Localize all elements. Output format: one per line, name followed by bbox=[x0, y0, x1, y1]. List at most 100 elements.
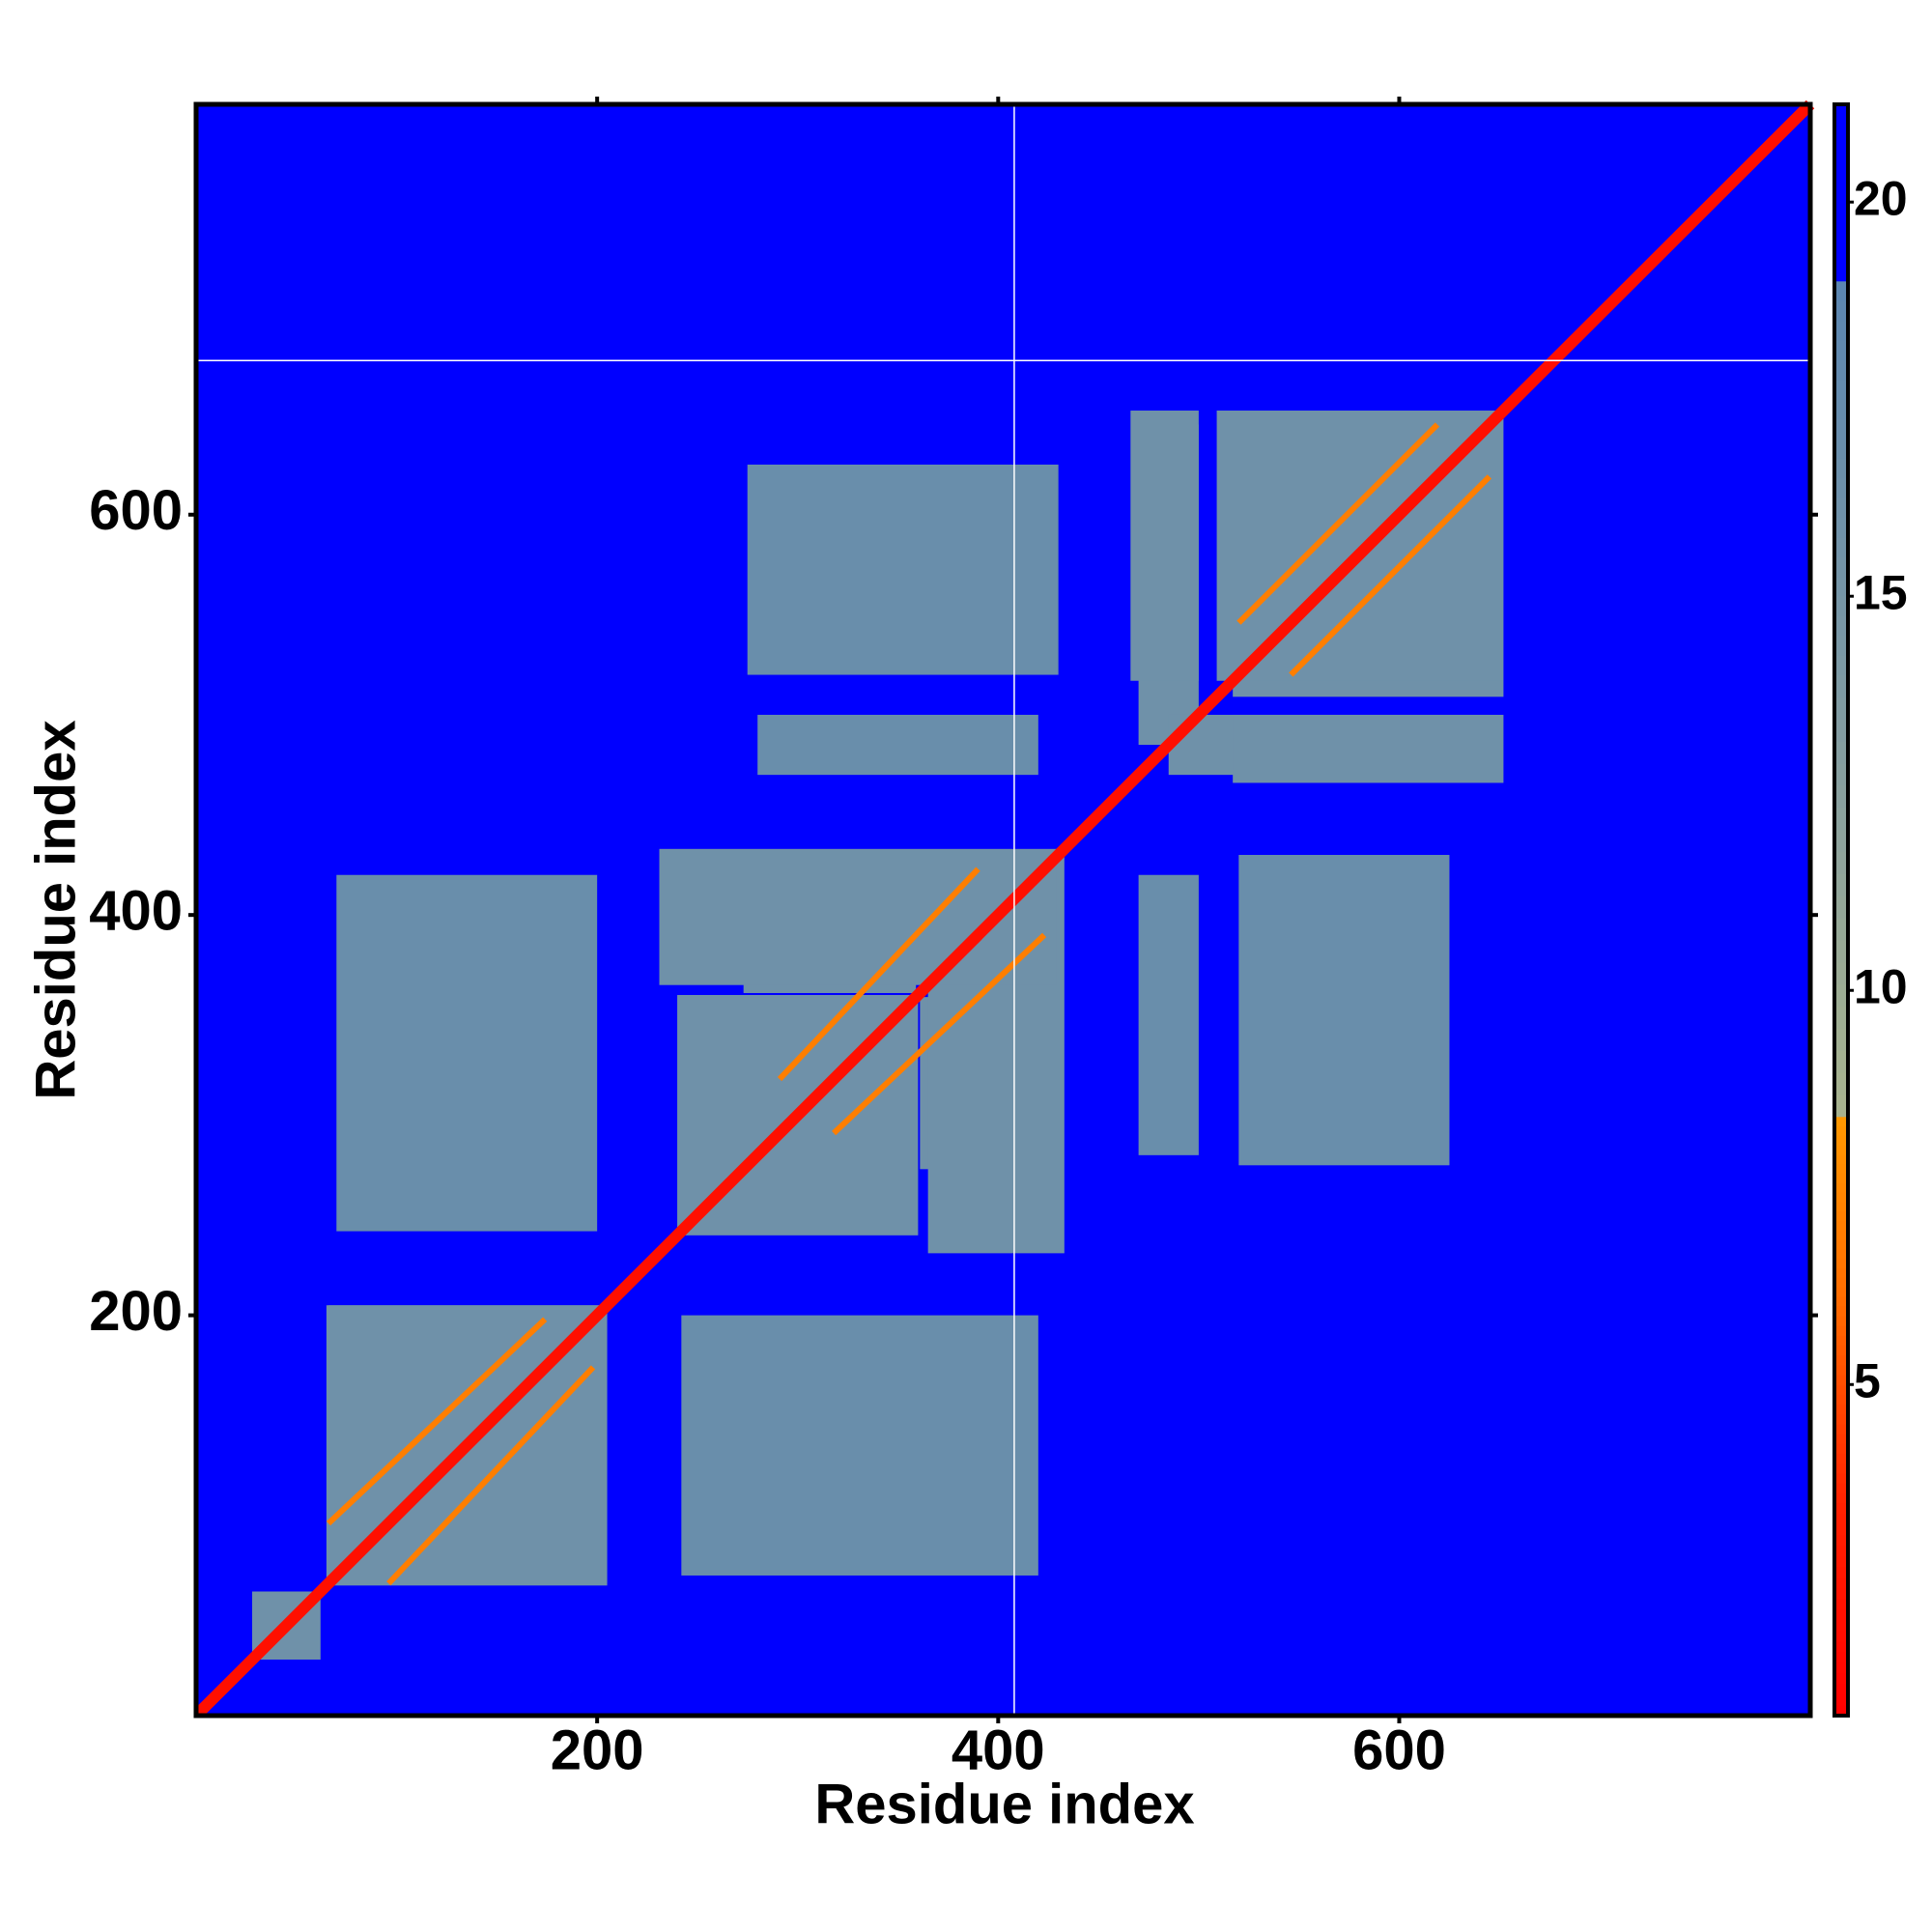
colorbar-segment bbox=[1834, 1577, 1848, 1589]
colorbar-segment bbox=[1834, 1135, 1848, 1146]
colorbar-segment bbox=[1834, 280, 1848, 301]
colorbar-segment bbox=[1834, 895, 1848, 919]
x-axis-title: Residue index bbox=[814, 1773, 1194, 1835]
strand bbox=[832, 932, 1047, 1136]
colorbar-segment bbox=[1834, 719, 1848, 742]
colorbar-segment bbox=[1834, 1125, 1848, 1136]
y-tick-label: 600 bbox=[89, 479, 183, 542]
colorbar-segment bbox=[1834, 1672, 1848, 1685]
colorbar-segment bbox=[1834, 1473, 1848, 1484]
colorbar-segment bbox=[1834, 359, 1848, 381]
colorbar-segment bbox=[1834, 1239, 1848, 1250]
colorbar-segment bbox=[1834, 696, 1848, 721]
colorbar-tick-label: 5 bbox=[1854, 1353, 1881, 1407]
colorbar-segment bbox=[1834, 218, 1848, 229]
colorbar-segment bbox=[1834, 1354, 1848, 1366]
colorbar-segment bbox=[1834, 596, 1848, 617]
colorbar-segment bbox=[1834, 1267, 1848, 1278]
colorbar-segment bbox=[1834, 851, 1848, 874]
strand bbox=[777, 867, 980, 1082]
colorbar-segment bbox=[1834, 1050, 1848, 1073]
y-tick-label: 400 bbox=[89, 880, 183, 943]
colorbar-segment bbox=[1834, 1566, 1848, 1578]
colorbar-tick-label: 10 bbox=[1854, 959, 1908, 1013]
heatmap-cell bbox=[757, 714, 1038, 776]
colorbar-frame bbox=[1833, 102, 1850, 1718]
colorbar-segment bbox=[1834, 1404, 1848, 1415]
colorbar-segment bbox=[1834, 1453, 1848, 1464]
colorbar-segment bbox=[1834, 165, 1848, 176]
colorbar-segment bbox=[1834, 807, 1848, 831]
colorbar-segment bbox=[1834, 1345, 1848, 1356]
colorbar-segment bbox=[1834, 1325, 1848, 1336]
colorbar-segment bbox=[1834, 201, 1848, 212]
colorbar-segment bbox=[1834, 1384, 1848, 1395]
colorbar-segment bbox=[1834, 1230, 1848, 1240]
colorbar-segment bbox=[1834, 940, 1848, 963]
colorbar-segment bbox=[1834, 1192, 1848, 1203]
colorbar-segment bbox=[1834, 1145, 1848, 1155]
colorbar-segment bbox=[1834, 556, 1848, 578]
colorbar-segment bbox=[1834, 1683, 1848, 1695]
colorbar-segment bbox=[1834, 104, 1848, 114]
colorbar-segment bbox=[1834, 1502, 1848, 1515]
colorbar-segment bbox=[1834, 918, 1848, 941]
colorbar-segment bbox=[1834, 139, 1848, 150]
colorbar-segment bbox=[1834, 271, 1848, 282]
diagonal bbox=[193, 99, 1815, 1719]
colorbar-segment bbox=[1834, 785, 1848, 809]
colorbar-segment bbox=[1834, 537, 1848, 557]
colorbar-segment bbox=[1834, 1483, 1848, 1493]
strand bbox=[1236, 422, 1440, 625]
colorbar-segment bbox=[1834, 829, 1848, 853]
colorbar-segment bbox=[1834, 1619, 1848, 1632]
colorbar-segment bbox=[1834, 1534, 1848, 1547]
colorbar-segment bbox=[1834, 320, 1848, 341]
colorbar-segment bbox=[1834, 1434, 1848, 1444]
x-tick-label: 600 bbox=[1352, 1719, 1446, 1781]
colorbar-segment bbox=[1834, 254, 1848, 265]
heatmap-cell bbox=[1138, 874, 1199, 1155]
colorbar-segment bbox=[1834, 210, 1848, 220]
x-tick-label: 200 bbox=[551, 1719, 644, 1781]
colorbar-segment bbox=[1834, 237, 1848, 246]
colorbar-segment bbox=[1834, 1630, 1848, 1642]
colorbar-segment bbox=[1834, 227, 1848, 238]
colorbar-segment bbox=[1834, 1248, 1848, 1260]
colorbar-segment bbox=[1834, 1173, 1848, 1183]
colorbar-segment bbox=[1834, 961, 1848, 985]
colorbar-segment bbox=[1834, 1315, 1848, 1326]
colorbar-segment bbox=[1834, 263, 1848, 273]
colorbar-segment bbox=[1834, 1210, 1848, 1222]
colorbar-segment bbox=[1834, 1364, 1848, 1376]
colorbar-segment bbox=[1834, 517, 1848, 538]
colorbar-segment bbox=[1834, 497, 1848, 519]
colorbar-segment bbox=[1834, 1492, 1848, 1504]
colorbar-segment bbox=[1834, 399, 1848, 420]
colorbar-segment bbox=[1834, 674, 1848, 698]
heatmap-cell bbox=[681, 1315, 1038, 1576]
colorbar-segment bbox=[1834, 1704, 1848, 1717]
colorbar-segment bbox=[1834, 1424, 1848, 1435]
colorbar-segment bbox=[1834, 1513, 1848, 1525]
colorbar-segment bbox=[1834, 1555, 1848, 1568]
colorbar-segment bbox=[1834, 741, 1848, 764]
strand bbox=[326, 1317, 548, 1526]
colorbar-segment bbox=[1834, 655, 1848, 676]
colorbar-segment bbox=[1834, 615, 1848, 637]
colorbar-segment bbox=[1834, 1201, 1848, 1212]
y-axis-title: Residue index bbox=[24, 720, 87, 1099]
strand bbox=[386, 1365, 596, 1586]
colorbar-segment bbox=[1834, 1640, 1848, 1653]
colorbar-segment bbox=[1834, 339, 1848, 360]
colorbar-segment bbox=[1834, 184, 1848, 193]
colorbar-segment bbox=[1834, 1375, 1848, 1385]
x-tick-label: 400 bbox=[952, 1719, 1045, 1781]
colorbar-segment bbox=[1834, 1598, 1848, 1610]
colorbar-segment bbox=[1834, 1651, 1848, 1663]
colorbar-segment bbox=[1834, 983, 1848, 1008]
colorbar-segment bbox=[1834, 300, 1848, 322]
plot-frame bbox=[193, 101, 1813, 1719]
colorbar-segment bbox=[1834, 379, 1848, 400]
